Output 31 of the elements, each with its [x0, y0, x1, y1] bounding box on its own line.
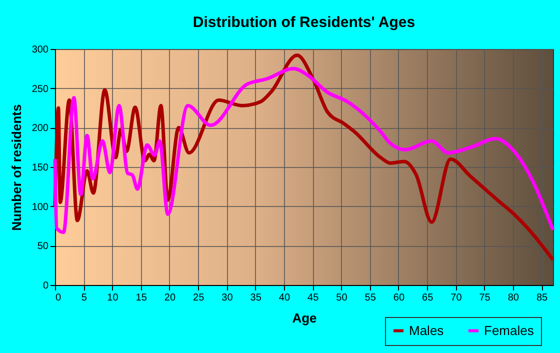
x-axis-title: Age [292, 310, 317, 326]
y-tick-label: 300 [32, 44, 49, 56]
x-tick-label: 35 [250, 292, 262, 304]
y-axis-title: Number of residents [8, 104, 24, 231]
x-tick-label: 15 [136, 292, 148, 304]
y-tick-label: 0 [42, 280, 49, 292]
y-tick-label: 100 [32, 202, 49, 213]
x-tick-label: 85 [536, 292, 548, 304]
x-tick-label: 65 [422, 292, 434, 304]
x-tick-label: 70 [450, 292, 462, 304]
x-tick-label: 60 [393, 292, 405, 304]
x-tick-label: 50 [336, 292, 348, 304]
x-tick-label: 25 [193, 292, 205, 304]
line-series [53, 66, 555, 234]
y-tick-label: 250 [32, 84, 49, 95]
legend-label: Females [484, 322, 534, 338]
x-tick-label: 30 [222, 292, 234, 304]
legend-label: Males [409, 322, 444, 338]
y-tick-label: 150 [32, 162, 49, 174]
x-tick-label: 45 [308, 292, 320, 304]
x-tick-label: 10 [107, 292, 119, 304]
x-tick-label: 75 [479, 292, 491, 304]
x-tick-label: 55 [364, 292, 376, 304]
chart-title: Distribution of Residents' Ages [192, 14, 416, 31]
x-tick-label: 80 [508, 292, 520, 304]
y-tick-label: 200 [32, 123, 49, 134]
y-tick-label: 50 [37, 241, 49, 252]
x-tick-label: 40 [278, 292, 290, 304]
x-tick-label: 20 [164, 292, 176, 304]
x-tick-label: 0 [56, 292, 62, 304]
x-tick-label: 5 [81, 292, 88, 304]
